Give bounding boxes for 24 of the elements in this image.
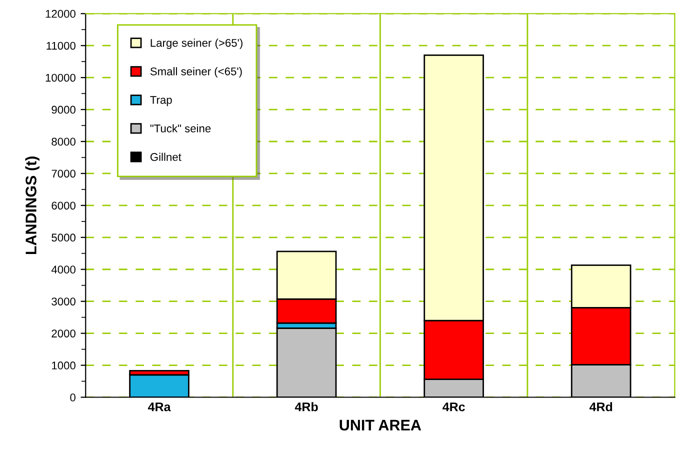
legend-label: Trap [150, 96, 172, 106]
legend-label: Gillnet [150, 152, 182, 161]
y-tick-label: 10000 [46, 74, 76, 82]
x-tick-label: 4Rc [442, 402, 465, 412]
legend-label: Small seiner (<65') [150, 67, 242, 78]
y-tick-label: 4000 [51, 266, 76, 274]
y-tick-label: 1000 [52, 362, 76, 370]
y-tick-label: 5000 [52, 234, 76, 242]
x-tick-label: 4Ra [148, 402, 171, 412]
y-tick-label: 6000 [52, 202, 76, 210]
y-tick-label: 2000 [52, 330, 76, 338]
y-axis-title: LANDINGS (t) [25, 156, 40, 254]
y-tick-label: 12000 [46, 10, 76, 18]
legend-label: "Tuck" seine [150, 124, 211, 132]
legend-label: Large seiner (>65') [150, 38, 242, 50]
y-tick-label: 3000 [52, 298, 76, 306]
y-tick-label: 8000 [52, 138, 76, 146]
x-tick-label: 4Rb [294, 402, 318, 412]
x-axis-title: UNIT AREA [340, 420, 422, 431]
y-tick-label: 9000 [52, 106, 76, 114]
y-tick-label: 7000 [52, 170, 76, 178]
y-tick-label: 11000 [46, 42, 76, 50]
y-tick-label: 0 [70, 394, 76, 402]
x-tick-label: 4Rd [589, 402, 612, 412]
